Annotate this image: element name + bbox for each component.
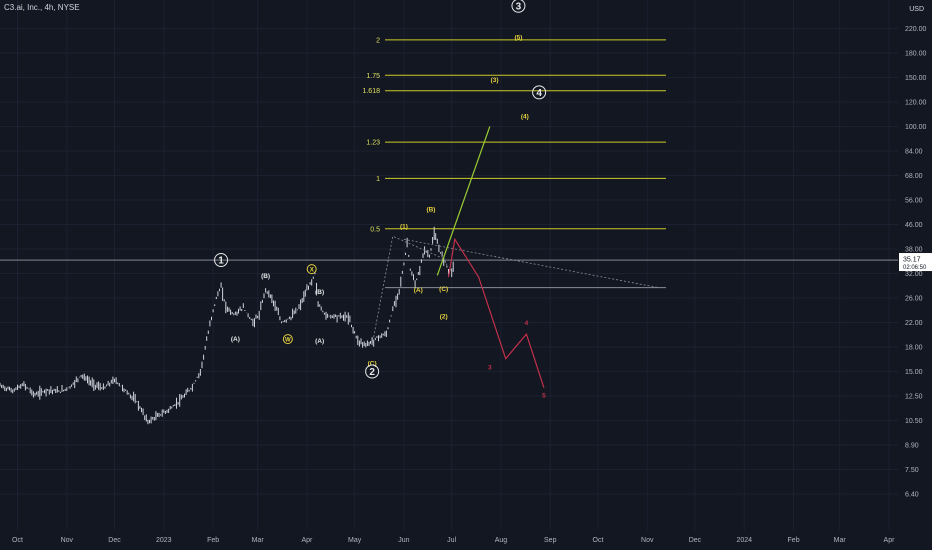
price-tick-label: 150.00 [905, 75, 927, 82]
price-tick-label: 84.00 [905, 149, 923, 156]
time-tick-label: 2023 [156, 537, 172, 544]
time-tick-label: Apr [301, 537, 313, 544]
price-tick-label: 26.00 [905, 296, 923, 303]
time-tick-label: Dec [689, 537, 702, 544]
bullish-projection [436, 126, 491, 276]
price-tick-label: 22.00 [905, 320, 923, 327]
wave-labels: 3 (5) (3) 4 (4) (B) (1) 1 X (B) (B) (A) (C) (2) 4 (A) W (… [214, 0, 547, 399]
price-tick-label: 220.00 [905, 26, 927, 33]
time-tick-label: Mar [834, 537, 847, 544]
countdown-label: 02:06:50 [903, 265, 927, 271]
wave-label: (B) [315, 289, 324, 296]
wave-circle [306, 264, 317, 275]
wave-label: 1 [218, 256, 224, 267]
wave-label: 2 [369, 367, 375, 378]
wave-circle [282, 334, 293, 345]
price-tick-label: 18.00 [905, 345, 923, 352]
wave-label: (3) [491, 77, 499, 84]
price-axis[interactable]: 220.00 180.00 150.00 120.00 100.00 84.00 68.00… [899, 26, 932, 499]
time-tick-label: Jun [398, 537, 409, 544]
price-tick-label: 68.00 [905, 173, 923, 180]
price-tick-label: 100.00 [905, 124, 927, 131]
wave-label: X [310, 268, 314, 274]
time-tick-label: May [348, 537, 362, 544]
wave-label: 5 [542, 392, 546, 399]
wave-circle [214, 253, 229, 268]
price-tick-label: 8.90 [905, 443, 919, 450]
fib-level-label: 2 [376, 37, 380, 44]
wave-label: (B) [426, 207, 435, 214]
grid [0, 0, 898, 530]
wave-label: (C) [439, 286, 448, 293]
fib-level-label: 1 [376, 176, 380, 183]
wave-label: (2) [440, 313, 448, 320]
time-tick-label: Jul [447, 537, 456, 544]
time-tick-label: Nov [641, 537, 654, 544]
price-tick-label: 15.00 [905, 369, 923, 376]
wave-label: (A) [231, 336, 240, 343]
price-tick-label: 6.40 [905, 492, 919, 499]
time-tick-label: Apr [884, 537, 896, 544]
fib-level-label: 1.23 [366, 140, 380, 147]
fib-level-label: 1.75 [366, 73, 380, 80]
wave-label: (1) [400, 223, 408, 230]
last-price-label: 35.17 [903, 257, 921, 264]
time-tick-label: Mar [252, 537, 265, 544]
price-tick-label: 38.00 [905, 247, 923, 254]
bearish-projection [447, 237, 545, 388]
price-tick-label: 180.00 [905, 51, 927, 58]
price-tick-label: 120.00 [905, 100, 927, 107]
wave-label: 4 [536, 88, 542, 99]
time-tick-label: Sep [544, 537, 557, 544]
projections [371, 126, 659, 388]
wave-label: 3 [488, 365, 492, 372]
wave-label: W [285, 338, 291, 344]
trendline [403, 238, 659, 288]
wave-label: 3 [516, 1, 522, 12]
wave-label: (A) [315, 338, 324, 345]
wave-label: (B) [261, 273, 270, 280]
time-axis[interactable]: Oct Nov Dec 2023 Feb Mar Apr May Jun Jul Aug Sep Oct… [12, 537, 895, 544]
currency-label: USD [909, 6, 924, 13]
time-tick-label: Aug [495, 537, 508, 544]
fib-level-label: 0.5 [370, 226, 380, 233]
price-tick-label: 12.50 [905, 394, 923, 401]
time-tick-label: Nov [61, 537, 74, 544]
fibonacci-levels: 2 1.75 1.618 1.23 1 0.5 [362, 37, 666, 233]
wave-circle [511, 0, 526, 13]
horizontal-lines [0, 259, 898, 289]
time-tick-label: Oct [12, 537, 23, 544]
price-tick-label: 46.00 [905, 222, 923, 229]
wave-label: (5) [514, 35, 522, 42]
wave-circle [532, 85, 547, 100]
wave-circle [365, 364, 380, 379]
wave-label: 4 [525, 320, 529, 327]
wave-label: (C) [368, 360, 377, 367]
wave-guide-line [371, 235, 448, 346]
price-series [0, 226, 454, 425]
time-tick-label: 2024 [736, 537, 752, 544]
price-tick-label: 7.50 [905, 467, 919, 474]
fib-level-label: 1.618 [362, 88, 380, 95]
time-tick-label: Oct [593, 537, 604, 544]
chart-title: C3.ai, Inc., 4h, NYSE [4, 3, 80, 12]
price-tick-label: 10.50 [905, 418, 923, 425]
time-tick-label: Dec [108, 537, 121, 544]
price-tick-label: 32.00 [905, 271, 923, 278]
time-tick-label: Feb [207, 537, 219, 544]
time-tick-label: Feb [788, 537, 800, 544]
wave-label: (A) [414, 287, 423, 294]
wave-label: (4) [521, 114, 529, 121]
price-tick-label: 56.00 [905, 198, 923, 205]
last-price-box [899, 253, 932, 272]
